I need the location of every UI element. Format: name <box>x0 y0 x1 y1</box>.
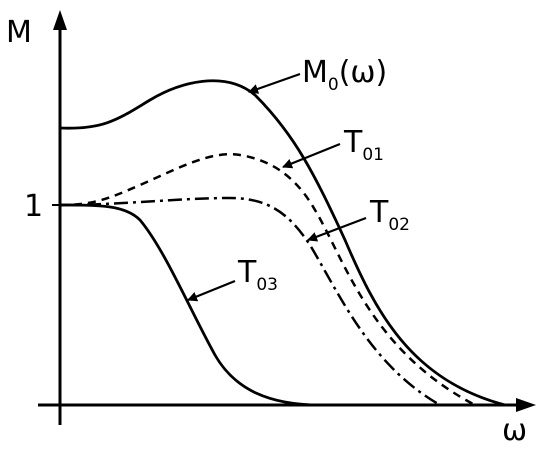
t02-label-main: T <box>369 195 389 230</box>
t01-label-main: T <box>343 125 363 160</box>
m0-label-arrow <box>248 72 301 94</box>
y-axis-label: M <box>6 15 32 50</box>
m0-label-sub: 0 <box>328 75 339 95</box>
t01-curve <box>59 152 476 407</box>
y-axis-arrowhead <box>53 10 67 30</box>
t01-label-arrow <box>282 142 341 169</box>
t03-label-arrow <box>187 279 236 302</box>
t03-label-main: T <box>237 255 257 290</box>
t03-label: T03 <box>237 255 278 295</box>
x-axis-arrowhead <box>516 398 536 412</box>
t03-curve <box>59 203 321 407</box>
t02-label-arrow <box>307 216 367 242</box>
t02-curve <box>59 196 441 407</box>
m0-label-tail: (ω) <box>339 55 388 90</box>
y-tick-label-1: 1 <box>24 189 43 224</box>
t02-label: T02 <box>369 195 410 235</box>
t02-label-sub: 02 <box>388 215 410 235</box>
t01-label-sub: 01 <box>362 145 384 165</box>
t01-label: T01 <box>343 125 384 165</box>
t03-label-sub: 03 <box>256 275 278 295</box>
m0-curve <box>59 79 506 407</box>
m0-label-main: M <box>302 55 328 90</box>
x-axis-label: ω <box>502 413 527 448</box>
m0-label: M0(ω) <box>302 55 387 95</box>
